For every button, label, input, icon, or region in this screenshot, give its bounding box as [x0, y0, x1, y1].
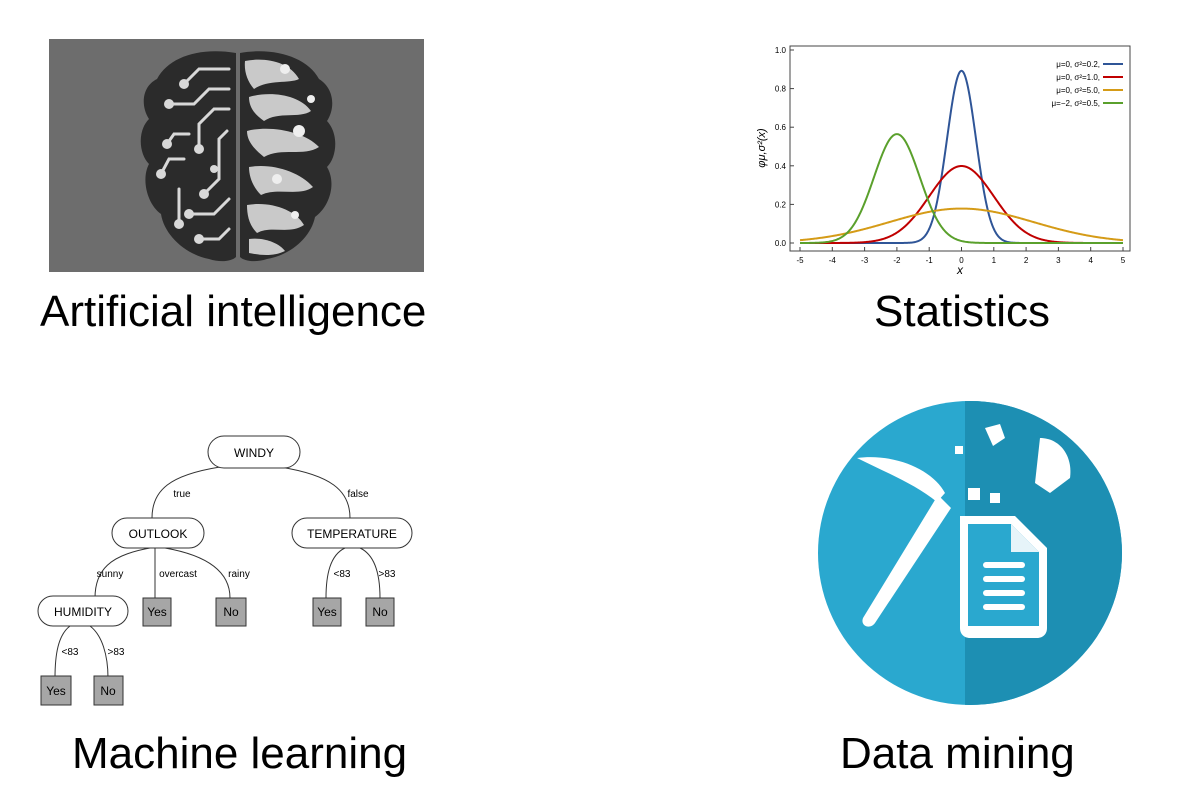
node-outlook — [111, 517, 205, 549]
legend-label-4: μ=−2, σ²=0.5, — [1052, 99, 1100, 108]
pickaxe-document-icon — [818, 401, 1122, 705]
node-outlook-label: OUTLOOK — [129, 527, 188, 541]
brain-icon — [140, 51, 336, 262]
edge-rainy — [164, 547, 231, 599]
edge-temp-gt83 — [359, 547, 381, 599]
caption-artificial-intelligence: Artificial intelligence — [40, 287, 427, 336]
edge-false-label: false — [347, 489, 369, 500]
caption-statistics: Statistics — [874, 287, 1051, 336]
x-tick-label: 2 — [1024, 256, 1029, 265]
legend-label-1: μ=0, σ²=0.2, — [1056, 60, 1100, 69]
ai-brain-image — [49, 39, 424, 272]
node-windy — [207, 435, 301, 469]
y-tick-label: 0.8 — [775, 85, 787, 94]
y-tick-label: 0.6 — [775, 123, 787, 132]
chart-legend: μ=0, σ²=0.2, μ=0, σ²=1.0, μ=0, σ²=5.0, μ=−2… — [1052, 60, 1123, 108]
x-tick-label: 5 — [1121, 256, 1126, 265]
x-tick-label: -5 — [796, 256, 804, 265]
statistics-chart: -5 -4 -3 -2 -1 0 1 2 3 4 5 0.0 0.2 0.4 0.6 0.8 1.0 x φμ,… — [755, 38, 1140, 280]
legend-label-2: μ=0, σ²=1.0, — [1056, 73, 1100, 82]
leaf-temp-yes — [312, 597, 342, 627]
caption-data-mining: Data mining — [840, 729, 1075, 778]
y-axis-label: φμ,σ²(x) — [756, 128, 768, 168]
leaf-hum-yes-label: Yes — [46, 684, 66, 698]
y-tick-label: 1.0 — [775, 46, 787, 55]
leaf-overcast-yes — [142, 597, 172, 627]
decision-tree-diagram: WINDY OUTLOOK TEMPERATURE HUMIDITY Yes N… — [37, 435, 413, 706]
x-tick-label: -2 — [893, 256, 901, 265]
edge-hum-lt83 — [54, 625, 71, 679]
edge-rainy-label: rainy — [228, 569, 250, 580]
leaf-temp-no — [365, 597, 395, 627]
edge-overcast-label: overcast — [159, 569, 197, 580]
edge-sunny — [94, 547, 151, 599]
edge-false — [279, 466, 351, 519]
plot-frame — [789, 45, 1131, 252]
leaf-hum-yes — [40, 675, 72, 706]
edge-hum-gt83-label: >83 — [108, 647, 125, 658]
y-tick-label: 0.2 — [775, 200, 787, 209]
leaf-hum-no-label: No — [100, 684, 116, 698]
node-windy-label: WINDY — [234, 446, 274, 460]
edge-true-label: true — [173, 489, 191, 500]
edge-hum-lt83-label: <83 — [62, 647, 79, 658]
x-tick-label: -4 — [829, 256, 837, 265]
x-tick-label: -3 — [861, 256, 869, 265]
edge-sunny-label: sunny — [97, 569, 124, 580]
x-tick-label: 4 — [1088, 256, 1093, 265]
node-humidity — [37, 595, 129, 627]
edge-temp-gt83-label: >83 — [379, 569, 396, 580]
node-humidity-label: HUMIDITY — [54, 605, 112, 619]
edge-temp-lt83-label: <83 — [334, 569, 351, 580]
y-tick-label: 0.0 — [775, 239, 787, 248]
edge-hum-gt83 — [89, 625, 109, 679]
normal-distribution-plot: -5 -4 -3 -2 -1 0 1 2 3 4 5 0.0 0.2 0.4 0.6 0.8 1.0 x φμ,… — [756, 45, 1131, 277]
data-mining-image — [815, 398, 1125, 708]
decision-tree: WINDY OUTLOOK TEMPERATURE HUMIDITY Yes N… — [30, 430, 440, 715]
edge-temp-lt83 — [325, 547, 346, 599]
x-tick-label: 0 — [959, 256, 964, 265]
leaf-temp-no-label: No — [372, 605, 388, 619]
y-tick-label: 0.4 — [775, 162, 787, 171]
node-temperature — [291, 517, 413, 549]
leaf-hum-no — [93, 675, 124, 706]
leaf-overcast-yes-label: Yes — [147, 605, 167, 619]
series-line-4 — [799, 133, 1123, 244]
x-tick-label: 3 — [1056, 256, 1061, 265]
legend-label-3: μ=0, σ²=5.0, — [1056, 86, 1100, 95]
leaf-rainy-no-label: No — [223, 605, 239, 619]
node-temperature-label: TEMPERATURE — [307, 527, 397, 541]
leaf-rainy-no — [215, 597, 247, 627]
edge-true — [151, 466, 221, 519]
leaf-temp-yes-label: Yes — [317, 605, 337, 619]
caption-machine-learning: Machine learning — [72, 729, 408, 778]
x-axis-label: x — [956, 263, 964, 277]
x-tick-label: -1 — [926, 256, 934, 265]
x-tick-label: 1 — [992, 256, 997, 265]
series-line-3 — [799, 207, 1124, 242]
